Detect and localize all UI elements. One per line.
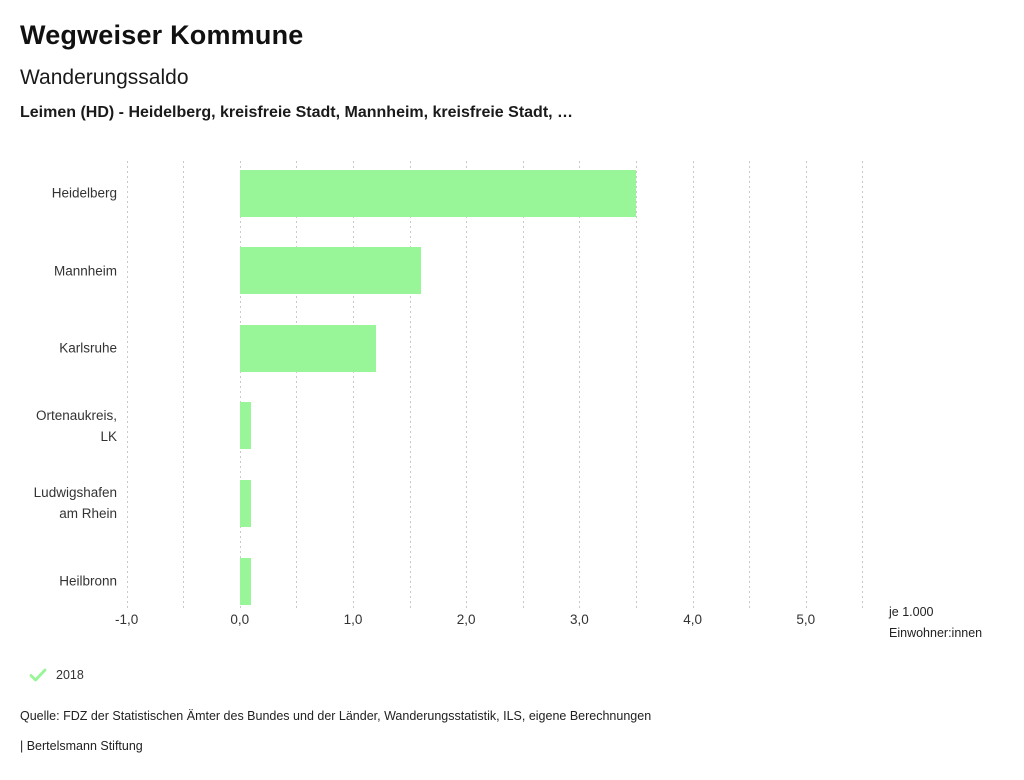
- gridline: [692, 161, 694, 608]
- x-tick-3: 3,0: [570, 612, 589, 627]
- gridline: [353, 161, 354, 608]
- gridline: [409, 161, 411, 608]
- bar-heidelberg[interactable]: [239, 169, 636, 217]
- x-tick-4: 4,0: [683, 612, 702, 627]
- plot-area: [121, 161, 868, 608]
- gridline: [636, 161, 637, 608]
- x-axis-unit-label: je 1.000 Einwohner:innen: [889, 602, 982, 644]
- gridline: [749, 161, 751, 608]
- gridline: [296, 161, 298, 608]
- x-tick-0: 0,0: [230, 612, 250, 627]
- unit-label-line-2: Einwohner:innen: [889, 626, 983, 640]
- category-label-heilbronn: Heilbronn: [59, 573, 117, 589]
- gridline: [183, 161, 185, 608]
- check-icon: [29, 668, 47, 682]
- gridline: [466, 161, 468, 608]
- gridline: [126, 161, 128, 608]
- bar-heilbronn[interactable]: [239, 557, 252, 605]
- source-line: Quelle: FDZ der Statistischen Ämter des …: [20, 709, 652, 723]
- bar-ludwigshafen-am-rhein[interactable]: [239, 479, 252, 527]
- gridline: [522, 161, 524, 608]
- legend-label: 2018: [56, 668, 84, 682]
- category-label-ortenaukreis-lk: Ortenaukreis, LK: [35, 407, 117, 444]
- x-tick-1: 1,0: [343, 612, 363, 627]
- gridline: [579, 161, 581, 608]
- x-axis-ticks: -1,0 0,0 1,0 2,0 3,0 4,0 5,0: [115, 612, 868, 632]
- gridline: [862, 161, 864, 608]
- chart-title: Wanderungssaldo: [20, 66, 189, 89]
- bar-ortenaukreis-lk[interactable]: [239, 402, 252, 450]
- unit-label-line-1: je 1.000: [889, 605, 934, 619]
- bar-karlsruhe[interactable]: [239, 324, 376, 372]
- category-label-ludwigshafen-am-rhein: Ludwigshafen am Rhein: [33, 485, 117, 522]
- legend-item-2018[interactable]: 2018: [29, 668, 84, 682]
- category-label-mannheim: Mannheim: [53, 263, 117, 279]
- x-tick--1: -1,0: [115, 612, 139, 627]
- y-axis-labels: Heidelberg Mannheim Karlsruhe Ortenaukreis,…: [0, 161, 117, 608]
- attribution-line: | Bertelsmann Stiftung: [20, 739, 143, 753]
- x-tick-5: 5,0: [796, 612, 816, 627]
- category-label-karlsruhe: Karlsruhe: [59, 340, 117, 356]
- chart-context-line: Leimen (HD) - Heidelberg, kreisfreie Sta…: [20, 104, 574, 121]
- legend: 2018: [29, 668, 84, 687]
- app-title: Wegweiser Kommune: [20, 20, 304, 50]
- bar-mannheim[interactable]: [239, 247, 421, 295]
- gridline: [239, 161, 241, 608]
- x-tick-2: 2,0: [456, 612, 476, 627]
- category-label-heidelberg: Heidelberg: [51, 185, 117, 201]
- gridline: [805, 161, 807, 608]
